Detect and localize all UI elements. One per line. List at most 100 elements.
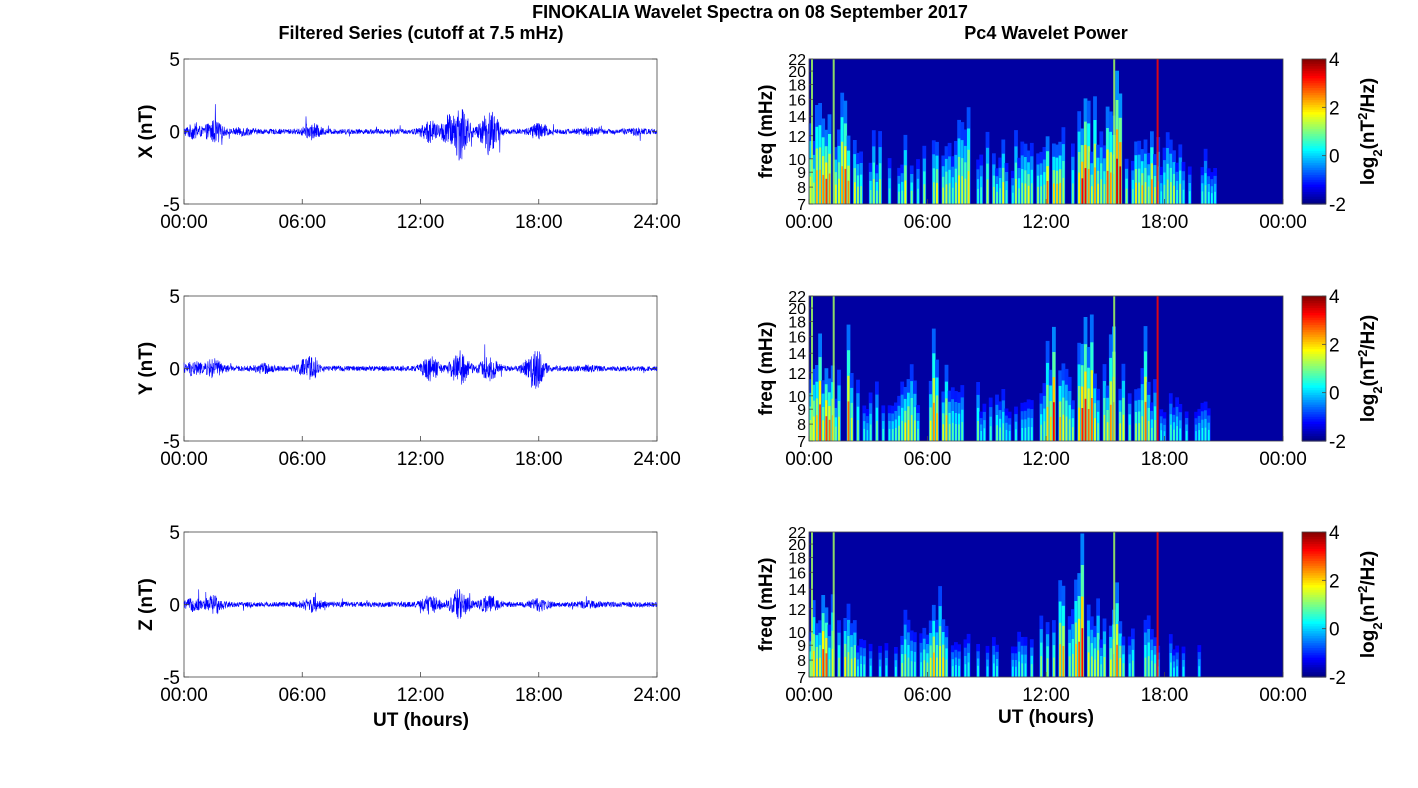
- y-tick-label: 9: [797, 638, 806, 655]
- power-streak: [1024, 663, 1027, 677]
- power-streak: [1156, 532, 1159, 677]
- power-streak: [809, 661, 812, 677]
- power-streak: [964, 178, 967, 204]
- power-streak: [1122, 663, 1125, 677]
- power-streak: [854, 657, 856, 677]
- colorbar-step: [1302, 561, 1326, 565]
- colorbar-step: [1302, 300, 1326, 304]
- colorbar-step: [1302, 167, 1326, 171]
- x-tick-label: 18:00: [1141, 449, 1189, 470]
- colorbar-step: [1302, 172, 1326, 176]
- x-tick-label: 12:00: [1022, 449, 1070, 470]
- power-streak: [1151, 427, 1153, 441]
- power-streak: [917, 428, 919, 441]
- power-streak: [1204, 427, 1207, 441]
- power-streak: [1005, 190, 1008, 204]
- colorbar-step: [1302, 592, 1326, 596]
- colorbar-step: [1302, 325, 1326, 329]
- colorbar-step: [1302, 553, 1326, 557]
- power-streak: [882, 428, 885, 441]
- power-streak: [1005, 429, 1008, 441]
- y-tick-label: 18: [788, 77, 806, 94]
- power-streak: [933, 652, 935, 677]
- power-streak: [999, 188, 1001, 204]
- power-streak: [910, 190, 913, 204]
- colorbar-step: [1302, 131, 1326, 135]
- power-streak: [964, 664, 967, 677]
- power-streak: [955, 665, 957, 677]
- power-streak: [1021, 663, 1024, 677]
- power-streak: [844, 656, 847, 677]
- power-streak: [1156, 296, 1159, 441]
- colorbar-step: [1302, 121, 1326, 125]
- power-streak: [1125, 188, 1128, 204]
- power-streak: [1201, 191, 1204, 204]
- power-streak: [977, 665, 979, 677]
- power-streak: [1113, 296, 1116, 441]
- colorbar-step: [1302, 177, 1326, 181]
- colorbar-tick-label: 0: [1329, 384, 1340, 405]
- colorbar-step: [1302, 305, 1326, 309]
- colorbar-step: [1302, 95, 1326, 99]
- colorbar-tick-label: -2: [1329, 195, 1346, 216]
- power-streak: [948, 183, 951, 204]
- y-tick-label: 16: [788, 92, 806, 109]
- colorbar-step: [1302, 662, 1326, 666]
- power-streak: [958, 175, 960, 204]
- colorbar-step: [1302, 667, 1326, 671]
- power-streak: [876, 420, 878, 441]
- power-streak: [1012, 192, 1014, 204]
- power-streak: [835, 184, 837, 204]
- power-streak: [832, 296, 835, 441]
- power-streak: [942, 187, 945, 204]
- power-streak: [857, 666, 859, 677]
- series-line: [183, 344, 658, 389]
- colorbar-step: [1302, 573, 1326, 577]
- colorbar-step: [1302, 160, 1326, 164]
- power-streak: [1002, 423, 1005, 441]
- y-tick-label: 10: [788, 625, 806, 642]
- y-axis-label: X (nT): [136, 105, 157, 159]
- colorbar-step: [1302, 590, 1326, 594]
- colorbar-step: [1302, 563, 1326, 567]
- colorbar-step: [1302, 155, 1326, 159]
- power-streak: [811, 59, 813, 204]
- y-axis-label: freq (mHz): [756, 558, 777, 652]
- colorbar-step: [1302, 199, 1326, 203]
- power-streak: [1059, 417, 1062, 441]
- power-streak: [1103, 657, 1106, 677]
- colorbar-label-part: log: [1358, 157, 1379, 186]
- power-streak: [847, 180, 850, 204]
- colorbar-tick-label: 4: [1329, 287, 1340, 308]
- power-streak: [1030, 664, 1033, 677]
- y-tick-label: 20: [788, 64, 806, 81]
- colorbar-label-part: 2: [1355, 113, 1370, 120]
- power-streak: [1173, 185, 1175, 204]
- power-streak: [1156, 59, 1159, 204]
- colorbar-step: [1302, 655, 1326, 659]
- colorbar-step: [1302, 395, 1326, 399]
- colorbar-step: [1302, 112, 1326, 116]
- power-streak: [951, 422, 954, 441]
- power-streak: [910, 661, 913, 677]
- x-tick-label: 12:00: [1022, 212, 1070, 233]
- colorbar-step: [1302, 63, 1326, 67]
- colorbar-step: [1302, 582, 1326, 586]
- power-streak: [1024, 183, 1027, 204]
- power-streak: [869, 665, 872, 677]
- colorbar-step: [1302, 674, 1326, 678]
- power-streak: [1053, 183, 1055, 204]
- x-tick-label: 06:00: [904, 212, 952, 233]
- colorbar-step: [1302, 565, 1326, 569]
- power-streak: [904, 654, 907, 677]
- power-streak: [816, 658, 818, 677]
- colorbar-step: [1302, 83, 1326, 87]
- colorbar-step: [1302, 390, 1326, 394]
- colorbar-step: [1302, 672, 1326, 676]
- colorbar-step: [1302, 201, 1326, 205]
- colorbar-tick-label: 2: [1329, 571, 1340, 592]
- colorbar-step: [1302, 604, 1326, 608]
- power-streak: [1144, 657, 1147, 677]
- y-tick-label: -5: [163, 432, 180, 453]
- power-streak: [1094, 659, 1096, 677]
